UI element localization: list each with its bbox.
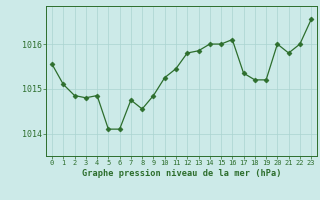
X-axis label: Graphe pression niveau de la mer (hPa): Graphe pression niveau de la mer (hPa) bbox=[82, 169, 281, 178]
